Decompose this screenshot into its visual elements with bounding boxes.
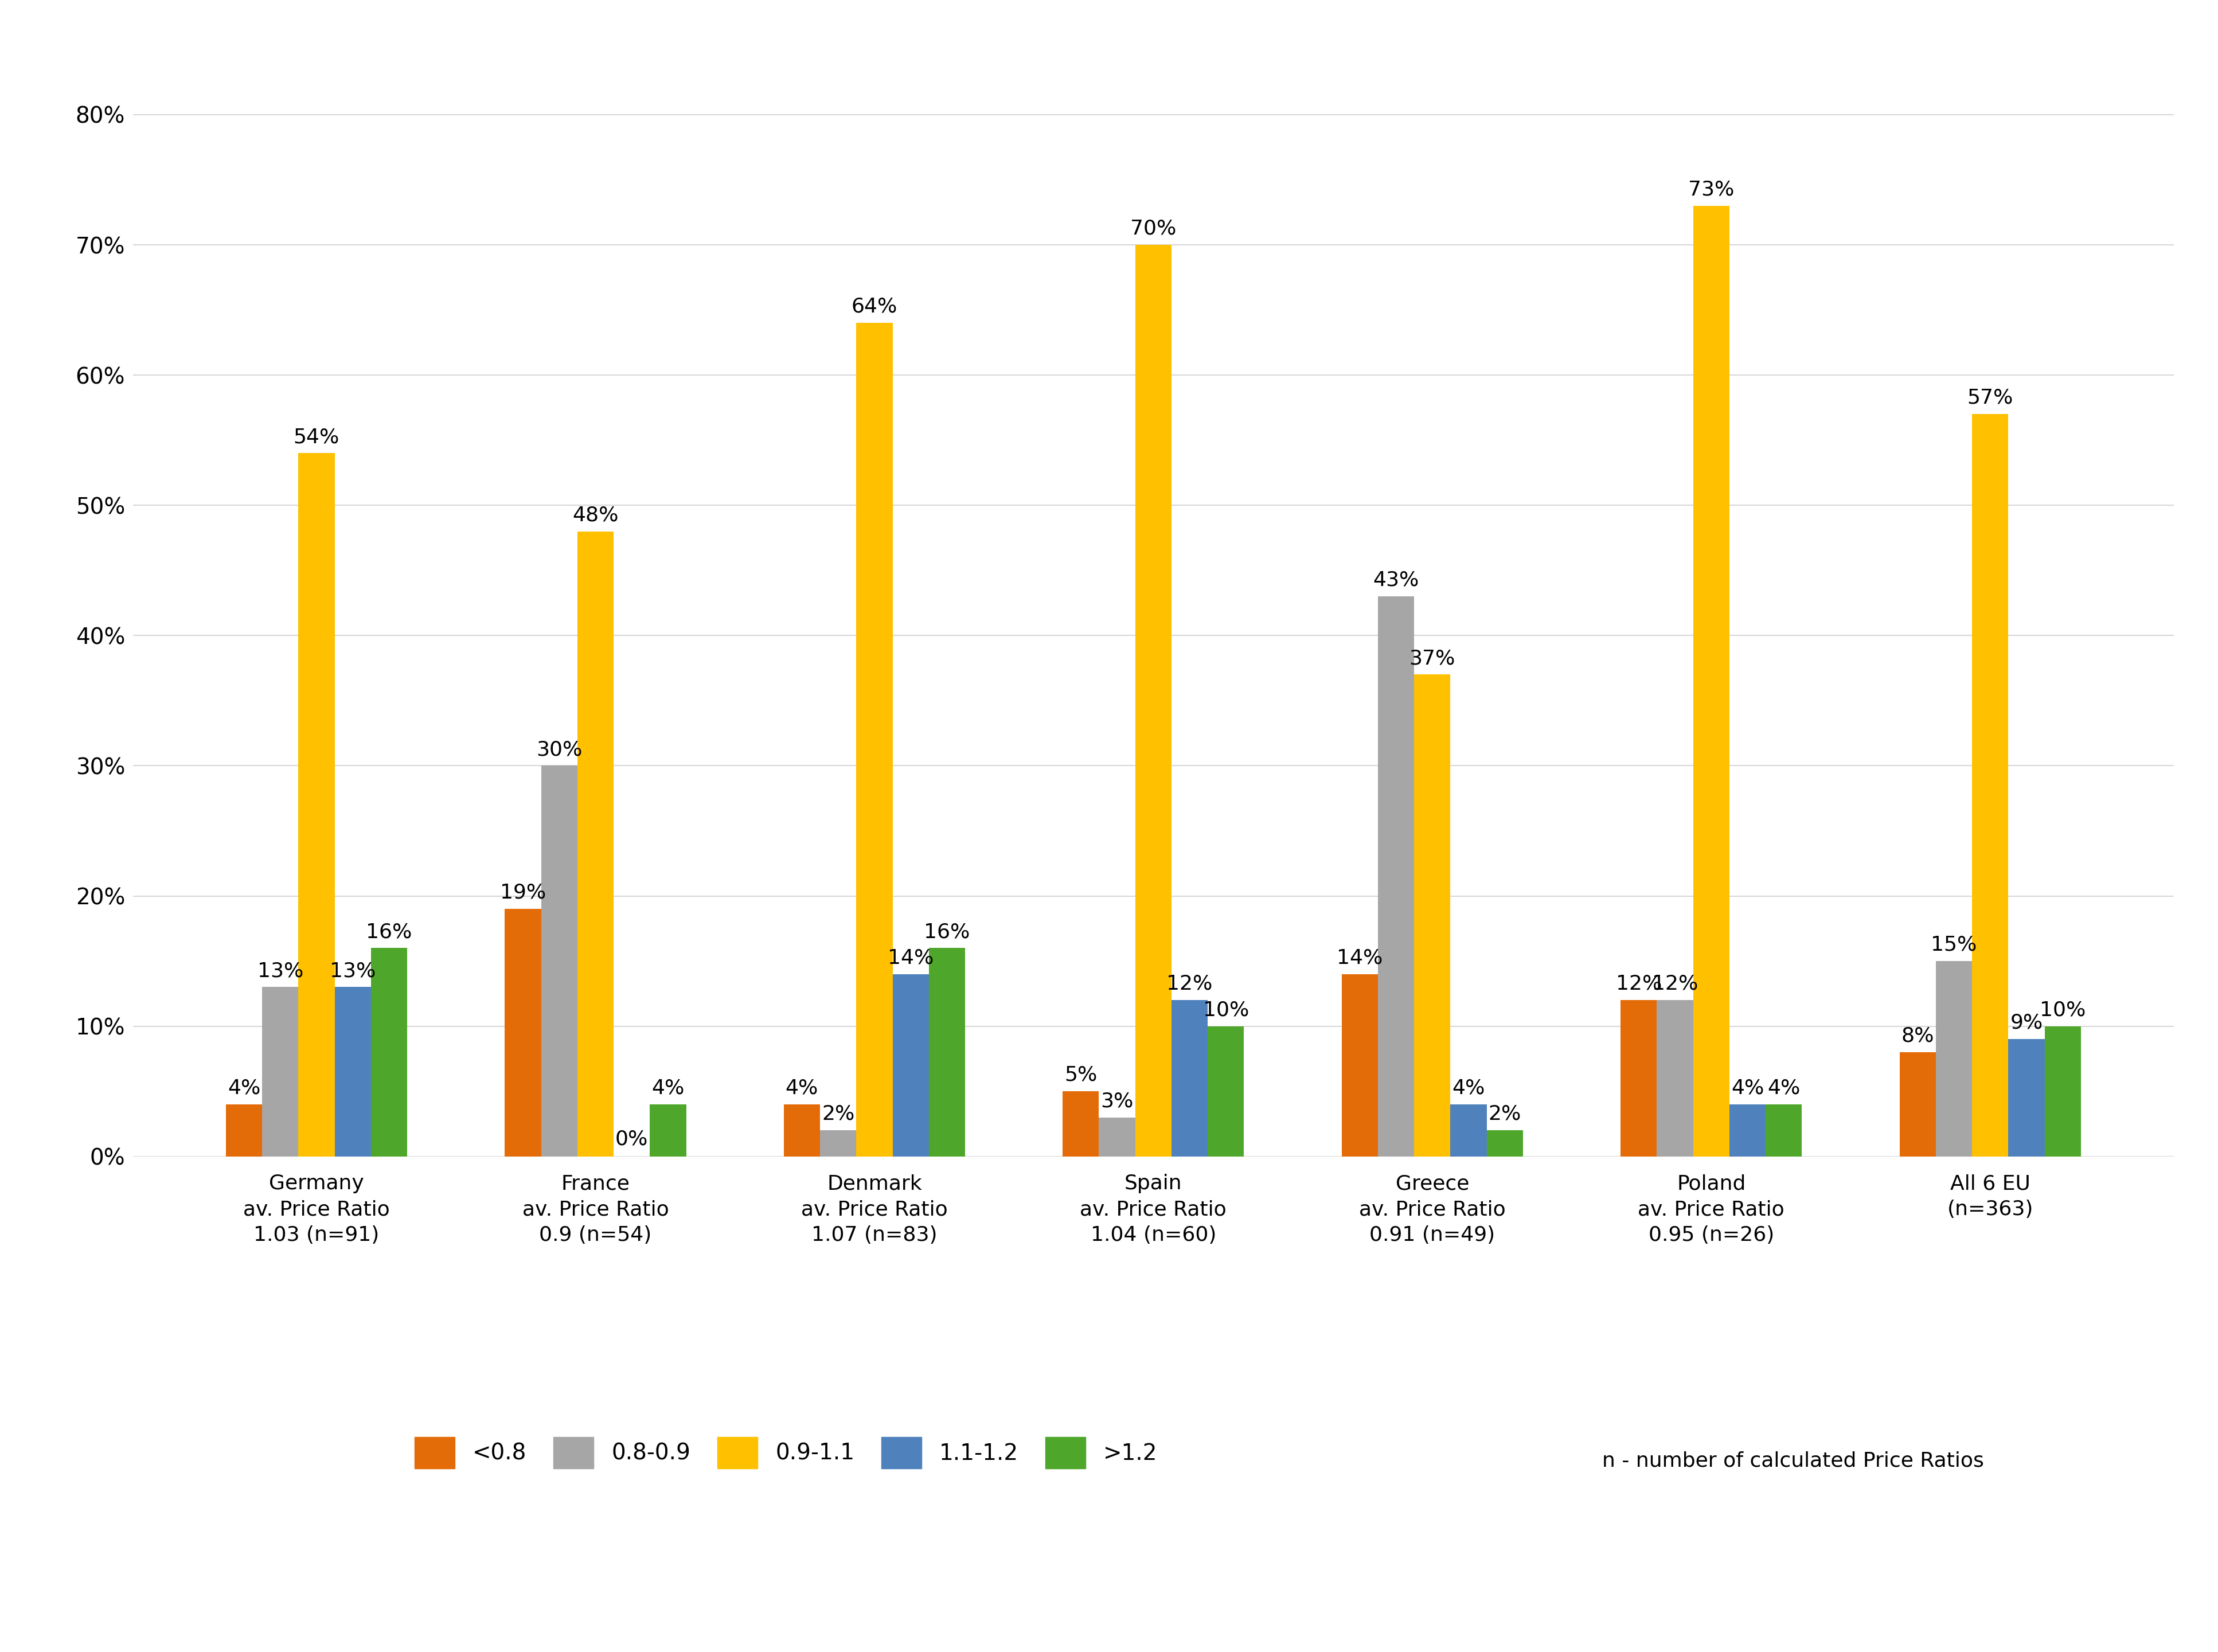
Text: 16%: 16% (366, 922, 413, 942)
Text: 14%: 14% (887, 948, 934, 968)
Text: 14%: 14% (1337, 948, 1382, 968)
Bar (1415, 674, 1451, 1156)
Text: 12%: 12% (1615, 975, 1661, 993)
Text: 2%: 2% (1488, 1104, 1522, 1123)
Text: 30%: 30% (537, 740, 583, 760)
Bar (856, 324, 892, 1156)
Bar (2045, 1026, 2080, 1156)
Bar (541, 767, 577, 1156)
Text: 4%: 4% (228, 1079, 260, 1099)
Text: 43%: 43% (1373, 570, 1420, 590)
Bar (929, 948, 965, 1156)
Bar (1972, 415, 2007, 1156)
Text: n - number of calculated Price Ratios: n - number of calculated Price Ratios (1601, 1450, 1985, 1470)
Bar (2007, 1039, 2045, 1156)
Bar (1062, 1092, 1098, 1156)
Text: 37%: 37% (1408, 649, 1455, 667)
Text: 4%: 4% (1768, 1079, 1801, 1099)
Bar (370, 948, 408, 1156)
Text: 13%: 13% (330, 961, 375, 981)
Bar (1098, 1117, 1136, 1156)
Text: 4%: 4% (1730, 1079, 1763, 1099)
Text: 5%: 5% (1065, 1066, 1098, 1085)
Bar (1451, 1104, 1486, 1156)
Bar (892, 975, 929, 1156)
Text: 10%: 10% (2041, 999, 2085, 1019)
Bar (1486, 1130, 1524, 1156)
Bar (821, 1130, 856, 1156)
Text: 4%: 4% (1453, 1079, 1486, 1099)
Text: 2%: 2% (821, 1104, 854, 1123)
Text: 12%: 12% (1652, 975, 1699, 993)
Bar (506, 909, 541, 1156)
Text: 54%: 54% (293, 428, 339, 446)
Bar (1936, 961, 1972, 1156)
Text: 13%: 13% (257, 961, 304, 981)
Bar (299, 453, 335, 1156)
Bar (1899, 1052, 1936, 1156)
Bar (335, 988, 370, 1156)
Bar (1766, 1104, 1801, 1156)
Bar (1692, 206, 1730, 1156)
Bar (226, 1104, 262, 1156)
Text: 48%: 48% (572, 506, 619, 525)
Text: 15%: 15% (1932, 935, 1976, 955)
Legend: <0.8, 0.8-0.9, 0.9-1.1, 1.1-1.2, >1.2: <0.8, 0.8-0.9, 0.9-1.1, 1.1-1.2, >1.2 (406, 1427, 1167, 1477)
Text: 57%: 57% (1967, 388, 2014, 408)
Text: 64%: 64% (852, 297, 898, 317)
Text: 70%: 70% (1131, 218, 1176, 238)
Text: 19%: 19% (499, 882, 546, 902)
Bar (650, 1104, 685, 1156)
Text: 16%: 16% (925, 922, 969, 942)
Bar (262, 988, 299, 1156)
Bar (1342, 975, 1377, 1156)
Text: 73%: 73% (1688, 180, 1734, 200)
Text: 4%: 4% (785, 1079, 818, 1099)
Bar (577, 532, 614, 1156)
Text: 4%: 4% (652, 1079, 685, 1099)
Bar (1657, 999, 1692, 1156)
Text: 3%: 3% (1100, 1092, 1133, 1110)
Bar (1136, 244, 1171, 1156)
Text: 12%: 12% (1167, 975, 1213, 993)
Text: 10%: 10% (1202, 999, 1249, 1019)
Bar (1171, 999, 1209, 1156)
Bar (1730, 1104, 1766, 1156)
Bar (1621, 999, 1657, 1156)
Bar (1377, 596, 1415, 1156)
Bar (783, 1104, 821, 1156)
Text: 9%: 9% (2010, 1013, 2043, 1032)
Bar (1209, 1026, 1244, 1156)
Text: 8%: 8% (1901, 1026, 1934, 1046)
Text: 0%: 0% (614, 1128, 648, 1148)
